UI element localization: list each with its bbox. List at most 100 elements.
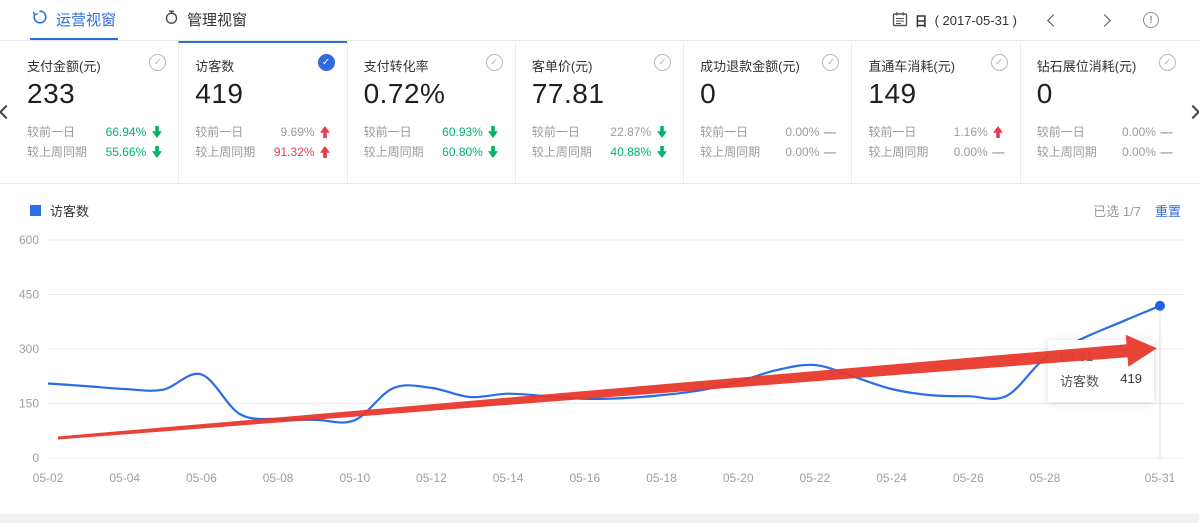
y-axis-tick-label: 450	[19, 288, 39, 302]
operations-cycle-icon	[32, 9, 48, 29]
metric-title: 成功退款金额(元)	[700, 59, 800, 74]
compare-label: 较前一日	[700, 125, 749, 139]
chevron-right-icon	[1098, 13, 1111, 27]
x-axis-tick-label: 05-02	[33, 471, 64, 485]
metric-select-check-icon[interactable]	[485, 54, 503, 71]
compare-value: 0.00%	[953, 145, 988, 159]
compare-value: 40.88%	[610, 145, 652, 159]
top-tab-bar: 运营视窗 管理视窗 日 ( 2017-05-31 ) !	[0, 0, 1199, 41]
metric-select-check-icon[interactable]	[654, 54, 672, 71]
metric-title: 钻石展位消耗(元)	[1036, 59, 1137, 74]
compare-value: 60.80%	[442, 145, 483, 159]
metric-value: 0	[700, 78, 717, 109]
trend-arrow-icon	[320, 126, 331, 138]
trend-arrow-icon	[488, 146, 499, 158]
compare-value: 22.87%	[610, 125, 652, 139]
x-axis-tick-label: 05-06	[186, 471, 217, 485]
metric-card-payment-amount[interactable]: 支付金额(元) 233 较前一日 66.94% 较上周同期 55.66%	[11, 41, 178, 183]
cards-scroll-right-button[interactable]	[1186, 104, 1199, 120]
metric-card-avg-order-value[interactable]: 客单价(元) 77.81 较前一日 22.87% 较上周同期 40.88%	[514, 41, 683, 183]
metric-select-check-icon[interactable]	[1158, 54, 1176, 71]
reset-link[interactable]: 重置	[1154, 204, 1181, 219]
metric-card-visitors[interactable]: 访客数 419 较前一日 9.69% 较上周同期 91.32%	[178, 41, 347, 183]
trend-arrow-icon	[656, 146, 667, 158]
tab-management-label: 管理视窗	[187, 11, 248, 29]
chevron-left-icon	[1047, 13, 1060, 27]
metric-title: 访客数	[195, 59, 235, 74]
metric-cards-row: 支付金额(元) 233 较前一日 66.94% 较上周同期 55.66% 访客数…	[0, 41, 1199, 184]
compare-value: 9.69%	[280, 125, 315, 139]
metric-select-check-icon[interactable]	[149, 54, 167, 71]
metric-title: 支付转化率	[363, 59, 429, 74]
prev-date-button[interactable]	[1045, 12, 1062, 29]
compare-label: 较上周同期	[195, 145, 256, 159]
compare-value: 55.66%	[105, 145, 147, 159]
y-axis-tick-label: 0	[32, 451, 39, 465]
trend-arrow-icon: —	[823, 125, 836, 139]
compare-value: 0.00%	[785, 125, 820, 139]
compare-label: 较前一日	[1036, 125, 1085, 139]
trend-arrow-icon	[656, 126, 667, 138]
compare-value: 91.32%	[273, 145, 315, 159]
metric-title: 支付金额(元)	[27, 59, 101, 74]
compare-label: 较上周同期	[1036, 145, 1097, 159]
metric-value: 0	[1036, 78, 1053, 109]
trend-arrow-icon: —	[1160, 145, 1173, 159]
date-granularity-label: 日	[914, 13, 928, 29]
compare-value: 66.94%	[105, 125, 147, 139]
compare-value: 1.16%	[953, 125, 988, 139]
selected-count-label: 已选 1/7	[1093, 204, 1141, 219]
trend-arrow-icon	[151, 146, 162, 158]
metric-value: 0.72%	[363, 78, 446, 109]
x-axis-tick-label: 05-08	[263, 471, 294, 485]
metric-card-diamond-booth-cost[interactable]: 钻石展位消耗(元) 0 较前一日 0.00% — 较上周同期 0.00% —	[1019, 41, 1188, 183]
x-axis-tick-label: 05-12	[416, 471, 447, 485]
compare-label: 较上周同期	[531, 145, 592, 159]
trend-arrow-icon: —	[992, 145, 1005, 159]
legend-item-visitors[interactable]: 访客数	[30, 201, 89, 220]
compare-value: 0.00%	[1121, 125, 1156, 139]
metric-value: 233	[27, 78, 76, 109]
x-axis-labels: 05-02 05-04 05-06 05-08 05-10 05-12 05-14 05-16…	[33, 471, 1176, 485]
metric-select-check-icon[interactable]	[990, 54, 1008, 71]
metric-card-refund-amount[interactable]: 成功退款金额(元) 0 较前一日 0.00%— 较上周同期 0.00%—	[683, 41, 851, 183]
page-background-strip	[0, 514, 1199, 523]
tooltip-value: 419	[1120, 371, 1142, 386]
tab-operations-label: 运营视窗	[56, 11, 117, 29]
compare-label: 较上周同期	[868, 145, 929, 159]
tab-management-view[interactable]: 管理视窗	[162, 0, 249, 40]
trend-arrow-icon: —	[1160, 125, 1173, 139]
metric-card-zhitongche-cost[interactable]: 直通车消耗(元) 149 较前一日 1.16% 较上周同期 0.00% —	[851, 41, 1019, 183]
trend-arrow-icon	[151, 126, 162, 138]
tooltip-series-label: 访客数	[1060, 374, 1100, 389]
stopwatch-icon	[164, 9, 179, 29]
metric-title: 客单价(元)	[531, 59, 593, 74]
trend-arrow-icon	[993, 126, 1004, 138]
compare-value: 0.00%	[1121, 145, 1156, 159]
compare-label: 较上周同期	[27, 145, 88, 159]
compare-label: 较前一日	[363, 125, 412, 139]
x-axis-tick-label: 05-28	[1030, 471, 1061, 485]
y-axis-tick-label: 300	[19, 342, 39, 356]
metric-select-check-icon[interactable]	[317, 54, 335, 71]
x-axis-tick-label: 05-18	[646, 471, 677, 485]
date-picker[interactable]: 日 ( 2017-05-31 )	[892, 11, 1017, 30]
compare-value: 0.00%	[785, 145, 820, 159]
next-date-button[interactable]	[1096, 12, 1113, 29]
tab-operations-view[interactable]: 运营视窗	[30, 0, 119, 40]
x-axis-tick-label: 05-22	[800, 471, 831, 485]
metric-value: 77.81	[531, 78, 605, 109]
metric-card-payment-conversion[interactable]: 支付转化率 0.72% 较前一日 60.93% 较上周同期 60.80%	[346, 41, 515, 183]
chart-tooltip: 05-31 访客数 419	[1048, 340, 1154, 402]
date-value: ( 2017-05-31 )	[934, 12, 1017, 28]
info-icon[interactable]: !	[1143, 12, 1159, 28]
compare-label: 较前一日	[195, 125, 244, 139]
trend-arrow-icon	[488, 126, 499, 138]
x-axis-tick-label: 05-10	[339, 471, 370, 485]
metric-select-check-icon[interactable]	[822, 54, 840, 71]
tooltip-date: 05-31	[1060, 349, 1094, 364]
line-chart-plot-area[interactable]	[48, 240, 1185, 458]
x-axis-tick-label: 05-26	[953, 471, 984, 485]
trend-arrow-icon: —	[823, 145, 836, 159]
compare-label: 较上周同期	[363, 145, 424, 159]
